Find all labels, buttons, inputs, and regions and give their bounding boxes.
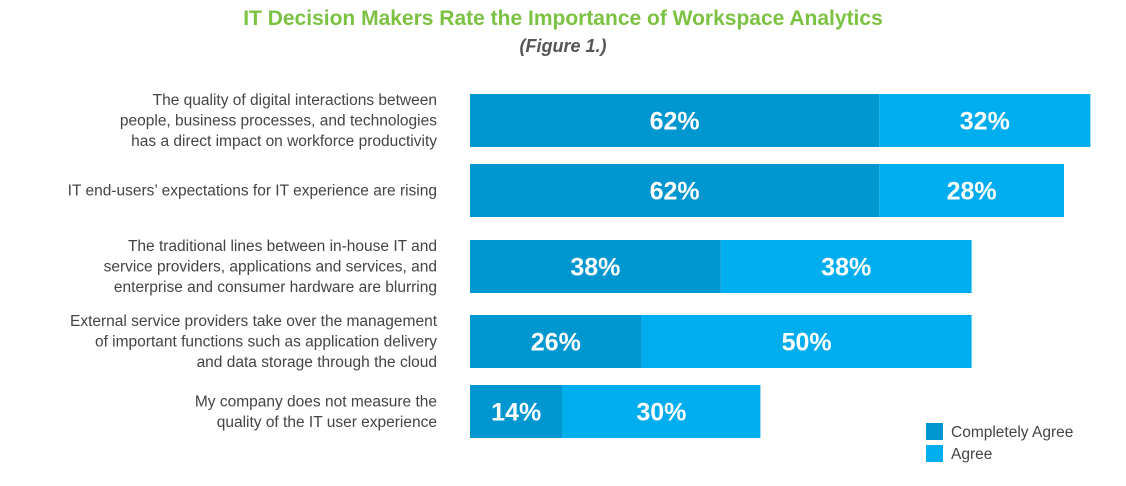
data-label: 28% [947,178,997,206]
data-label: 38% [821,254,871,282]
data-label: 62% [650,178,700,206]
data-label: 50% [782,329,832,357]
category-label-line: quality of the IT user experience [217,414,437,431]
data-label: 30% [636,399,686,427]
legend-swatch [926,423,943,440]
bar-completely-agree [470,164,880,217]
bar-agree [562,385,761,438]
bar-agree [720,240,972,293]
category-label-line: External service providers take over the… [70,313,438,330]
category-label: IT end-users’ expectations for IT experi… [68,183,437,200]
legend-label: Agree [951,446,992,463]
bar-agree [641,315,972,368]
category-label: My company does not measure the quality o… [195,393,437,431]
bar-completely-agree [470,240,721,293]
bar-completely-agree [470,385,563,438]
category-label-line: people, business processes, and technolo… [120,113,437,130]
bar-completely-agree [470,94,880,147]
category-label-line: and data storage through the cloud [197,354,437,371]
data-label: 32% [960,108,1010,136]
category-label: The quality of digital interactions betw… [120,92,437,150]
bar-agree [879,164,1064,217]
data-label: 38% [570,254,620,282]
data-label: 14% [491,399,541,427]
legend-swatch [926,445,943,462]
chart-title: IT Decision Makers Rate the Importance o… [243,7,883,30]
legend-label: Completely Agree [951,424,1073,441]
data-label: 62% [650,108,700,136]
category-label-line: enterprise and consumer hardware are blu… [114,279,437,296]
chart-subtitle: (Figure 1.) [519,36,607,56]
category-label-line: IT end-users’ expectations for IT experi… [68,183,437,200]
category-label-line: has a direct impact on workforce product… [131,133,437,150]
bar-completely-agree [470,315,642,368]
data-label: 26% [531,329,581,357]
category-label-line: My company does not measure the [195,393,437,410]
category-label: External service providers take over the… [70,313,438,371]
category-label: The traditional lines between in-house I… [104,238,437,296]
category-label-line: service providers, applications and serv… [104,259,437,276]
category-label-line: The traditional lines between in-house I… [128,238,437,255]
category-label-line: The quality of digital interactions betw… [153,92,437,109]
bar-agree [879,94,1091,147]
category-label-line: of important functions such as applicati… [95,334,437,351]
